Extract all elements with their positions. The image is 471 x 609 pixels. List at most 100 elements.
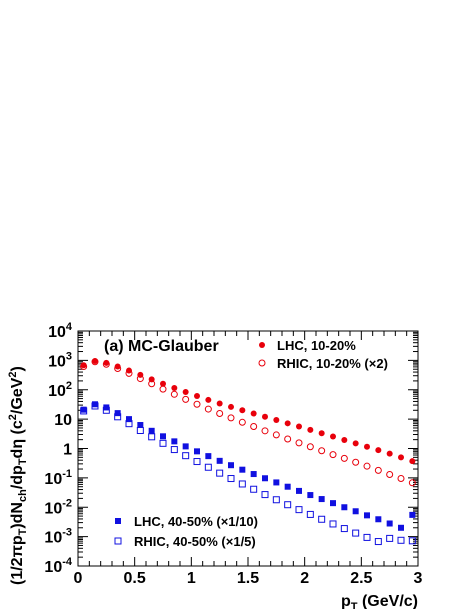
y-tick-label: 10-1 (44, 468, 72, 488)
legend-marker (258, 359, 266, 367)
legend-marker (114, 537, 122, 545)
series-2-point (409, 511, 416, 518)
series-3-point (136, 426, 144, 434)
series-3-point (352, 529, 360, 537)
x-tick-label: 3 (414, 570, 423, 587)
series-1-point (363, 462, 371, 470)
legend-label: LHC, 40-50% (×1/10) (134, 514, 258, 529)
series-0-point (182, 388, 189, 395)
series-0-point (114, 363, 121, 370)
series-3-point (374, 538, 382, 546)
series-0-point (273, 417, 280, 424)
series-3-point (363, 533, 371, 541)
y-tick-label: 10 (54, 412, 72, 429)
series-0-point (262, 413, 268, 420)
series-1-point (102, 360, 110, 368)
series-1-point (386, 471, 394, 479)
series-0-point (284, 420, 291, 427)
series-2-point (239, 466, 246, 473)
series-3-point (329, 520, 337, 528)
series-0-point (364, 443, 370, 450)
annotation-label: (a) MC-Glauber (104, 338, 219, 355)
series-2-point (171, 438, 178, 445)
series-2-point (148, 427, 155, 434)
x-tick-label: 0 (74, 570, 83, 587)
x-tick-label: 0.5 (124, 570, 146, 587)
series-1-point (114, 364, 122, 372)
series-2-point (205, 453, 212, 460)
series-1-point (329, 451, 337, 459)
series-0-point (239, 407, 246, 414)
series-1-point (318, 447, 326, 455)
series-3-point (261, 491, 269, 499)
series-2-point (228, 462, 234, 469)
series-3-point (159, 439, 167, 447)
axis-ticks (77, 330, 419, 567)
series-1-point (204, 405, 212, 413)
series-0-point (375, 447, 382, 454)
x-tick-labels: 0 0.5 1 1.5 2 2.5 3 (74, 570, 423, 587)
series-3-point (397, 536, 405, 544)
series-0-point (341, 436, 348, 443)
series-3-point (284, 501, 292, 509)
series-3-point (216, 469, 224, 477)
x-tick-label: 1 (187, 570, 196, 587)
series-1-point (261, 427, 269, 435)
y-axis-label: (1/2πpT)dNch/dpTdη (c2/GeV2) (7, 366, 29, 585)
series-3-point (204, 463, 212, 471)
series-1-point (148, 380, 156, 388)
series-0-point (409, 458, 416, 465)
y-tick-label: 1 (63, 442, 72, 459)
series-2-point (307, 492, 314, 499)
series-0-point (171, 384, 178, 391)
legend-marker (259, 342, 265, 348)
series-2-point (92, 401, 98, 408)
y-tick-label: 103 (48, 350, 72, 370)
series-0-point (216, 400, 223, 407)
series-1-point (408, 479, 416, 487)
series-1-point (238, 418, 246, 426)
series-1-point (91, 358, 99, 366)
series-1-point (284, 435, 292, 443)
series-3-point (250, 485, 258, 493)
series-3-point (80, 407, 88, 415)
series-1-point (227, 414, 235, 422)
series-3-point (193, 458, 201, 466)
series-0-point (352, 440, 359, 447)
series-2-point (126, 416, 132, 423)
series-1-point (340, 454, 348, 462)
legend-bottom: LHC, 40-50% (×1/10) RHIC, 40-50% (×1/5) (114, 514, 258, 549)
series-2-point (341, 504, 348, 511)
x-tick-label: 1.5 (237, 570, 259, 587)
series-1-point (272, 431, 280, 439)
series-1-point (136, 375, 144, 383)
series-0-point (330, 433, 336, 440)
series-2-point (364, 512, 370, 519)
series-3-point (318, 515, 326, 523)
y-tick-label: 104 (48, 321, 73, 341)
series-2-point (375, 516, 382, 523)
series-0-point (194, 393, 200, 400)
series-0-point (386, 450, 393, 457)
series-2-point (194, 448, 200, 455)
series-1-point (306, 443, 314, 451)
series-2-point (160, 433, 166, 440)
legend-label: RHIC, 10-20% (×2) (277, 356, 388, 371)
series-3-point (102, 406, 110, 414)
series-3-point (408, 537, 416, 545)
series-3-point (114, 413, 122, 421)
y-tick-label: 10-2 (44, 497, 72, 517)
x-axis-label: pT (GeV/c) (341, 593, 418, 609)
series-1-point (374, 466, 382, 474)
series-2-point (318, 496, 325, 503)
series-0-point (228, 403, 234, 410)
series-2-point (137, 422, 144, 429)
series-1-point (125, 369, 133, 377)
series-0-point (318, 430, 325, 437)
series-1-point (295, 439, 303, 447)
series-3-point (306, 510, 314, 518)
y-tick-label: 10-3 (44, 527, 72, 547)
series-2-point (182, 443, 189, 450)
series-3-point (227, 475, 235, 483)
